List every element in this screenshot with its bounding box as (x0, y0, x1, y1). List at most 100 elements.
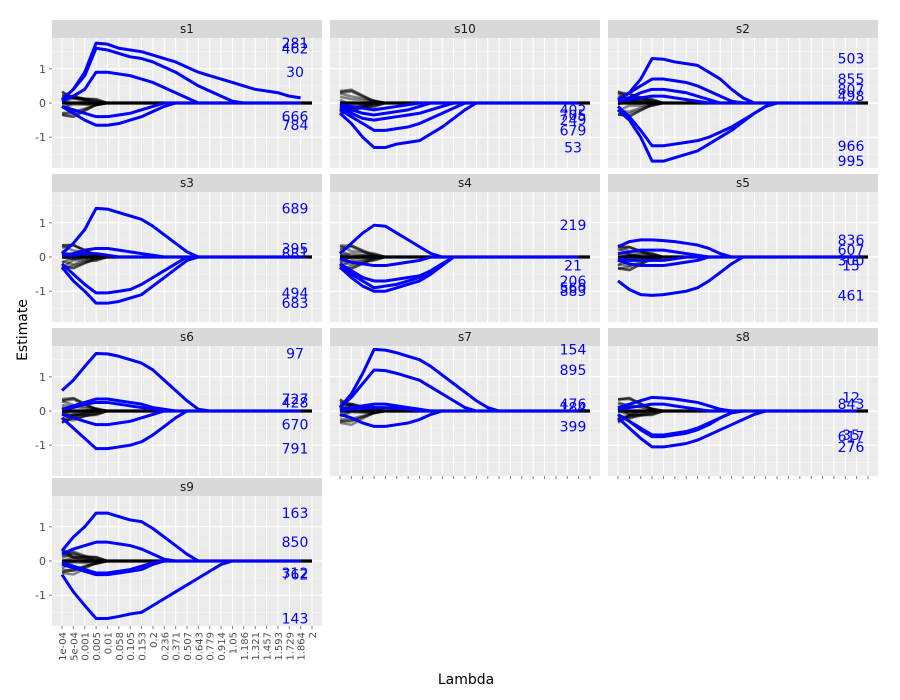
series-label-30: 30 (286, 65, 304, 81)
series-label-843: 843 (838, 397, 865, 413)
series-label-21: 21 (564, 259, 582, 275)
series-label-666: 666 (282, 110, 309, 126)
y-tick-label: -1 (35, 589, 46, 602)
background-path-line (339, 244, 386, 259)
background-path-line (61, 90, 108, 105)
series-label-689: 689 (282, 201, 309, 217)
series-label-679: 679 (560, 123, 587, 139)
series-label-791: 791 (282, 442, 309, 458)
series-label-560: 560 (560, 281, 587, 297)
x-tick-label: 0.371 (172, 632, 183, 661)
x-tick-label: 0.643 (194, 632, 205, 661)
facet-strip-label: s1 (180, 22, 194, 36)
series-label-276: 276 (838, 440, 865, 456)
y-tick-label: 0 (39, 555, 46, 568)
background-path-line (61, 255, 108, 271)
x-tick-label: 0.236 (160, 632, 171, 661)
facet-strip-label: s3 (180, 176, 194, 190)
series-label-53: 53 (564, 140, 582, 156)
background-path-line (61, 548, 108, 563)
y-axis-title: Estimate (15, 299, 31, 361)
series-label-300: 300 (838, 253, 865, 269)
series-line-399 (339, 409, 579, 428)
x-tick-label: 1e-04 (58, 632, 69, 661)
series-label-97: 97 (286, 347, 304, 363)
series-label-249: 249 (560, 113, 587, 129)
y-tick-label: 1 (39, 63, 46, 76)
series-label-219: 219 (560, 218, 587, 234)
facet-strip-label: s8 (736, 330, 750, 344)
series-label-607: 607 (838, 243, 865, 259)
series-label-399: 399 (560, 419, 587, 435)
series-label-281: 281 (282, 36, 309, 52)
y-tick-label: 1 (39, 521, 46, 534)
series-line-784 (61, 101, 301, 127)
series-label-15: 15 (842, 259, 860, 275)
series-label-476: 476 (560, 397, 587, 413)
series-line-883 (338, 255, 579, 293)
series-label-883: 883 (560, 284, 587, 300)
background-path-line (339, 248, 386, 259)
y-tick-label: 0 (39, 251, 46, 264)
series-label-784: 784 (282, 118, 309, 134)
series-label-762: 762 (282, 568, 309, 584)
series-label-807: 807 (838, 82, 865, 98)
series-label-727: 727 (282, 392, 309, 408)
series-line-53 (338, 101, 579, 149)
background-path-line (339, 92, 386, 105)
x-tick-label: 0.2 (149, 632, 160, 648)
series-line-143 (60, 559, 301, 620)
series-label-35: 35 (842, 428, 860, 444)
facet-strip (52, 174, 322, 192)
series-label-395: 395 (282, 241, 309, 257)
x-tick-label: 2 (308, 632, 319, 638)
facet-strip (330, 174, 600, 192)
background-path-line (61, 255, 108, 269)
x-tick-label: 0.153 (138, 632, 149, 661)
y-tick-label: 0 (39, 405, 46, 418)
x-tick-label: 1.05 (228, 632, 239, 654)
facet-strip (52, 328, 322, 346)
series-label-705: 705 (560, 108, 587, 124)
x-tick-label: 0.005 (92, 632, 103, 661)
x-tick-label: 1.457 (263, 632, 274, 661)
facet-strip-label: s6 (180, 330, 194, 344)
series-label-966: 966 (838, 139, 865, 155)
x-tick-label: 0.001 (81, 632, 92, 661)
series-label-428: 428 (282, 395, 309, 411)
series-label-850: 850 (282, 535, 309, 551)
series-label-143: 143 (282, 611, 309, 627)
x-tick-label: 0.105 (126, 632, 137, 661)
series-label-206: 206 (560, 274, 587, 290)
background-path-line (339, 255, 386, 269)
series-line-461 (617, 255, 857, 297)
series-label-836: 836 (838, 233, 865, 249)
x-tick-label: 5e-04 (69, 632, 80, 661)
series-label-154: 154 (560, 342, 587, 358)
series-label-895: 895 (560, 363, 587, 379)
x-tick-label: 1.186 (240, 632, 251, 661)
x-tick-label: 1.864 (297, 632, 308, 661)
y-tick-label: -1 (35, 285, 46, 298)
background-path-line (61, 409, 108, 424)
series-line-791 (60, 409, 301, 451)
facet-strip-label: s9 (180, 480, 194, 494)
facet-strip (52, 478, 322, 496)
facet-strip (608, 328, 878, 346)
x-tick-label: 1.321 (251, 632, 262, 661)
y-tick-label: -1 (35, 439, 46, 452)
series-label-881: 881 (282, 247, 309, 263)
background-path-line (61, 400, 108, 413)
background-path-line (61, 559, 108, 573)
background-path-line (617, 101, 664, 113)
x-tick-label: 1.593 (274, 632, 285, 661)
